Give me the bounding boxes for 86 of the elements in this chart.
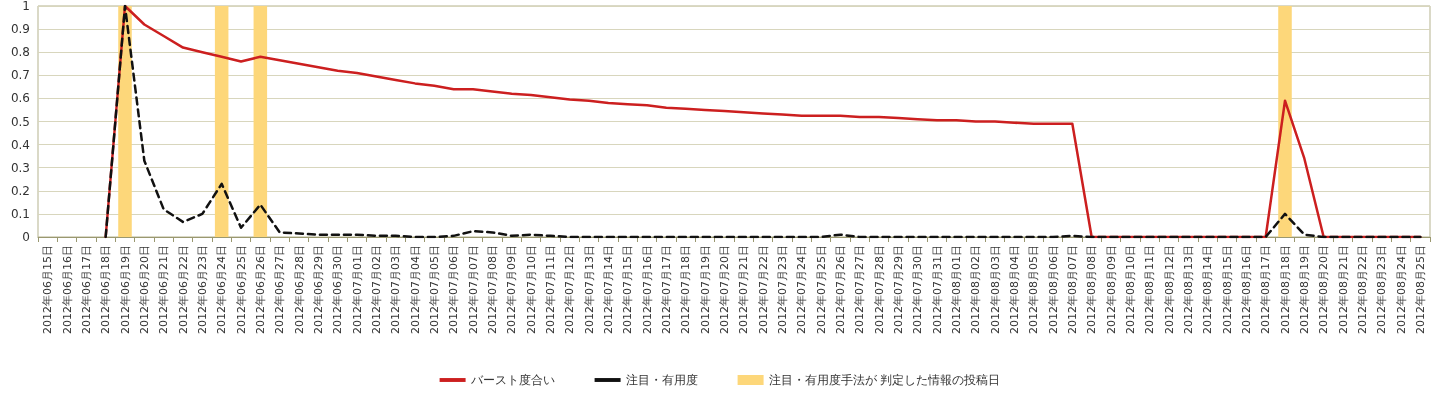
x-tick-label: 2012年07月15日 <box>621 245 635 334</box>
x-tick-label: 2012年07月12日 <box>563 245 577 334</box>
y-tick-label: 1 <box>22 0 30 13</box>
x-tick-label: 2012年08月02日 <box>969 245 983 334</box>
x-tick-label: 2012年08月09日 <box>1104 245 1118 334</box>
x-tick-label: 2012年06月27日 <box>273 245 287 334</box>
x-tick-label: 2012年08月21日 <box>1336 245 1350 334</box>
x-tick-label: 2012年08月04日 <box>1007 245 1021 334</box>
x-tick-label: 2012年08月20日 <box>1317 245 1331 334</box>
x-tick-label: 2012年07月19日 <box>698 245 712 334</box>
x-tick-label: 2012年06月24日 <box>215 245 229 334</box>
y-tick-label: 0.7 <box>10 68 30 83</box>
y-tick-label: 0.9 <box>10 22 30 37</box>
x-tick-label: 2012年08月22日 <box>1355 245 1369 334</box>
x-tick-label: 2012年08月16日 <box>1239 245 1253 334</box>
x-tick-label: 2012年08月08日 <box>1085 245 1099 334</box>
x-tick-label: 2012年07月09日 <box>505 245 519 334</box>
x-tick-label: 2012年07月03日 <box>389 245 403 334</box>
x-tick-label: 2012年06月29日 <box>311 245 325 334</box>
x-tick-label: 2012年07月04日 <box>408 245 422 334</box>
x-tick-label: 2012年07月22日 <box>756 245 770 334</box>
x-tick-label: 2012年07月11日 <box>543 245 557 334</box>
y-tick-label: 0.3 <box>10 160 30 175</box>
x-tick-label: 2012年07月07日 <box>466 245 480 334</box>
x-tick-label: 2012年06月23日 <box>195 245 209 334</box>
x-tick-label: 2012年06月20日 <box>137 245 151 334</box>
y-tick-label: 0.2 <box>10 183 30 198</box>
x-tick-label: 2012年06月25日 <box>234 245 248 334</box>
x-tick-label: 2012年07月31日 <box>930 245 944 334</box>
x-tick-label: 2012年07月21日 <box>737 245 751 334</box>
x-tick-label: 2012年06月19日 <box>118 245 132 334</box>
legend-label: 注目・有用度 <box>625 373 698 387</box>
y-tick-label: 0.4 <box>10 137 30 152</box>
x-tick-label: 2012年08月23日 <box>1375 245 1389 334</box>
x-tick-label: 2012年08月18日 <box>1278 245 1292 334</box>
x-tick-label: 2012年07月16日 <box>640 245 654 334</box>
y-tick-label: 0.5 <box>10 114 30 129</box>
x-tick-label: 2012年07月06日 <box>447 245 461 334</box>
x-tick-label: 2012年07月02日 <box>369 245 383 334</box>
x-tick-label: 2012年07月23日 <box>775 245 789 334</box>
x-tick-label: 2012年08月05日 <box>1027 245 1041 334</box>
x-tick-label: 2012年07月25日 <box>814 245 828 334</box>
legend-label: 注目・有用度手法が 判定した情報の投稿日 <box>768 373 1001 387</box>
x-tick-label: 2012年08月14日 <box>1201 245 1215 334</box>
x-tick-label: 2012年07月28日 <box>872 245 886 334</box>
x-tick-label: 2012年07月20日 <box>717 245 731 334</box>
x-tick-label: 2012年07月29日 <box>891 245 905 334</box>
x-tick-label: 2012年08月03日 <box>988 245 1002 334</box>
x-tick-label: 2012年06月26日 <box>253 245 267 334</box>
x-tick-label: 2012年06月28日 <box>292 245 306 334</box>
x-tick-label: 2012年07月30日 <box>911 245 925 334</box>
x-tick-label: 2012年06月30日 <box>331 245 345 334</box>
x-tick-label: 2012年08月10日 <box>1123 245 1137 334</box>
x-tick-label: 2012年07月10日 <box>524 245 538 334</box>
x-tick-label: 2012年06月18日 <box>99 245 113 334</box>
x-tick-label: 2012年08月07日 <box>1065 245 1079 334</box>
x-tick-label: 2012年08月17日 <box>1259 245 1273 334</box>
x-tick-label: 2012年07月13日 <box>582 245 596 334</box>
legend-label: バースト度合い <box>469 373 555 387</box>
y-tick-label: 0.6 <box>10 91 30 106</box>
x-tick-label: 2012年06月22日 <box>176 245 190 334</box>
x-tick-label: 2012年08月06日 <box>1046 245 1060 334</box>
x-tick-label: 2012年07月24日 <box>795 245 809 334</box>
x-tick-label: 2012年07月17日 <box>659 245 673 334</box>
x-tick-label: 2012年06月15日 <box>41 245 55 334</box>
x-tick-label: 2012年08月24日 <box>1394 245 1408 334</box>
y-tick-label: 0.1 <box>10 206 30 221</box>
x-tick-label: 2012年08月11日 <box>1143 245 1157 334</box>
x-tick-label: 2012年06月16日 <box>60 245 74 334</box>
x-tick-label: 2012年07月08日 <box>485 245 499 334</box>
x-tick-label: 2012年08月15日 <box>1220 245 1234 334</box>
x-tick-label: 2012年07月01日 <box>350 245 364 334</box>
x-tick-label: 2012年08月13日 <box>1181 245 1195 334</box>
y-tick-label: 0.8 <box>10 45 30 60</box>
x-tick-label: 2012年07月18日 <box>679 245 693 334</box>
x-tick-label: 2012年08月12日 <box>1162 245 1176 334</box>
x-tick-label: 2012年08月01日 <box>949 245 963 334</box>
x-tick-label: 2012年08月19日 <box>1297 245 1311 334</box>
x-tick-label: 2012年07月27日 <box>853 245 867 334</box>
y-tick-label: 0 <box>22 230 30 244</box>
x-tick-label: 2012年06月21日 <box>157 245 171 334</box>
x-tick-label: 2012年06月17日 <box>79 245 93 334</box>
x-tick-label: 2012年07月26日 <box>833 245 847 334</box>
x-tick-label: 2012年07月14日 <box>601 245 615 334</box>
x-tick-label: 2012年07月05日 <box>427 245 441 334</box>
x-tick-label: 2012年08月25日 <box>1413 245 1427 334</box>
